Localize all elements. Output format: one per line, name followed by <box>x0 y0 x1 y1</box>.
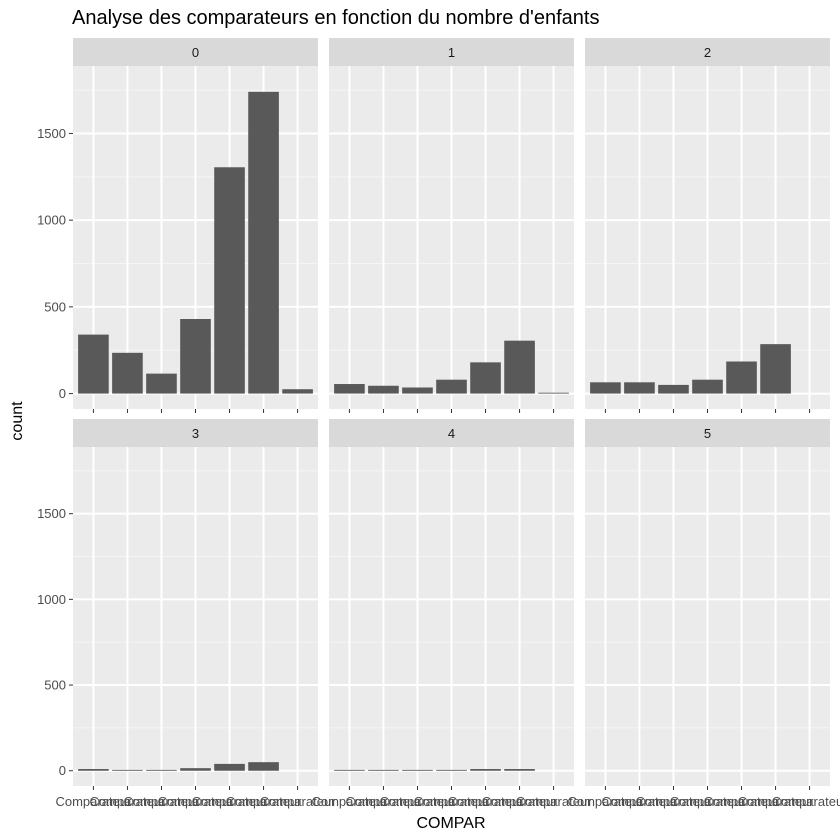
bar <box>248 762 279 771</box>
bar <box>470 769 501 771</box>
y-tick-label: 500 <box>44 678 66 693</box>
chart-title: Analyse des comparateurs en fonction du … <box>72 7 599 29</box>
bar <box>402 387 433 394</box>
bar <box>78 769 109 771</box>
bar <box>248 91 279 394</box>
x-tick-label: Comparateur <box>482 794 559 809</box>
facet-strip <box>585 419 830 447</box>
facet-panel-1: 1 <box>329 38 574 413</box>
facet-strip-label: 3 <box>192 426 199 441</box>
x-tick-label: Comparateur <box>636 794 713 809</box>
bar <box>760 344 791 394</box>
x-tick-label: Comparateur <box>567 794 644 809</box>
x-tick-label: Comparateur <box>414 794 491 809</box>
y-axis-title: count <box>9 401 26 441</box>
x-tick-label: Comparateur <box>448 794 525 809</box>
bar <box>470 362 501 394</box>
bar <box>368 769 399 771</box>
facet-panel-2: 2 <box>585 38 830 413</box>
bar <box>146 373 177 394</box>
bar <box>402 769 433 771</box>
facet-strip <box>329 419 574 447</box>
bar <box>624 382 655 394</box>
x-tick-label: Comparateur <box>380 794 457 809</box>
bar <box>78 334 109 394</box>
bar <box>334 384 365 394</box>
x-tick-label: Comparateur <box>704 794 781 809</box>
facet-panel-3: 3050010001500ComparateurComparateurCompa… <box>37 419 336 809</box>
bar <box>538 392 569 394</box>
bar <box>180 768 211 771</box>
bar <box>112 769 143 771</box>
bar <box>504 769 535 771</box>
facet-panel-4: 4ComparateurComparateurComparateurCompar… <box>311 419 592 809</box>
y-tick-label: 0 <box>59 386 66 401</box>
x-tick-label: Comparateur <box>772 794 840 809</box>
facet-strip-label: 0 <box>192 45 199 60</box>
bar <box>590 382 621 394</box>
x-tick-label: Comparateur <box>260 794 337 809</box>
facet-strip <box>73 38 318 66</box>
bar <box>726 361 757 394</box>
x-tick-label: Comparateur <box>670 794 747 809</box>
bar <box>146 769 177 771</box>
bar <box>214 763 245 771</box>
facet-strip <box>329 38 574 66</box>
x-tick-labels: ComparateurComparateurComparateurCompara… <box>311 794 592 809</box>
y-tick-label: 1000 <box>37 592 66 607</box>
facet-strip-label: 5 <box>704 426 711 441</box>
bar <box>334 769 365 771</box>
x-axis-title: COMPAR <box>416 815 485 832</box>
x-tick-labels: ComparateurComparateurComparateurCompara… <box>567 794 840 809</box>
x-tick-label: Comparateur <box>124 794 201 809</box>
bar <box>436 769 467 771</box>
bar <box>112 352 143 394</box>
x-tick-label: Comparateur <box>516 794 593 809</box>
x-tick-label: Comparateur <box>738 794 815 809</box>
facet-strip-label: 4 <box>448 426 455 441</box>
facet-strip-label: 1 <box>448 45 455 60</box>
facet-strip <box>73 419 318 447</box>
bar <box>692 379 723 394</box>
facet-panel-5: 5ComparateurComparateurComparateurCompar… <box>567 419 840 809</box>
bar <box>214 167 245 394</box>
bar <box>658 384 689 394</box>
bar <box>368 385 399 394</box>
x-tick-label: Comparateur <box>346 794 423 809</box>
y-tick-label: 0 <box>59 763 66 778</box>
facet-panel-0: 0 0 500 1000 1500 <box>37 38 318 413</box>
x-tick-label: Comparateur <box>158 794 235 809</box>
bar <box>504 340 535 394</box>
facet-strip <box>585 38 830 66</box>
x-tick-label: Comparateur <box>192 794 269 809</box>
x-tick-label: Comparateur <box>602 794 679 809</box>
y-tick-label: 1000 <box>37 213 66 228</box>
x-tick-label: Comparateur <box>90 794 167 809</box>
y-tick-label: 1500 <box>37 126 66 141</box>
bar <box>282 389 313 394</box>
facet-strip-label: 2 <box>704 45 711 60</box>
y-tick-label: 1500 <box>37 506 66 521</box>
x-tick-label: Comparateur <box>226 794 303 809</box>
x-tick-label: Comparateur <box>55 794 132 809</box>
bar <box>180 319 211 394</box>
x-tick-label: Comparateur <box>311 794 388 809</box>
x-tick-labels: ComparateurComparateurComparateurCompara… <box>55 794 336 809</box>
y-tick-label: 500 <box>44 299 66 314</box>
bar <box>436 379 467 394</box>
